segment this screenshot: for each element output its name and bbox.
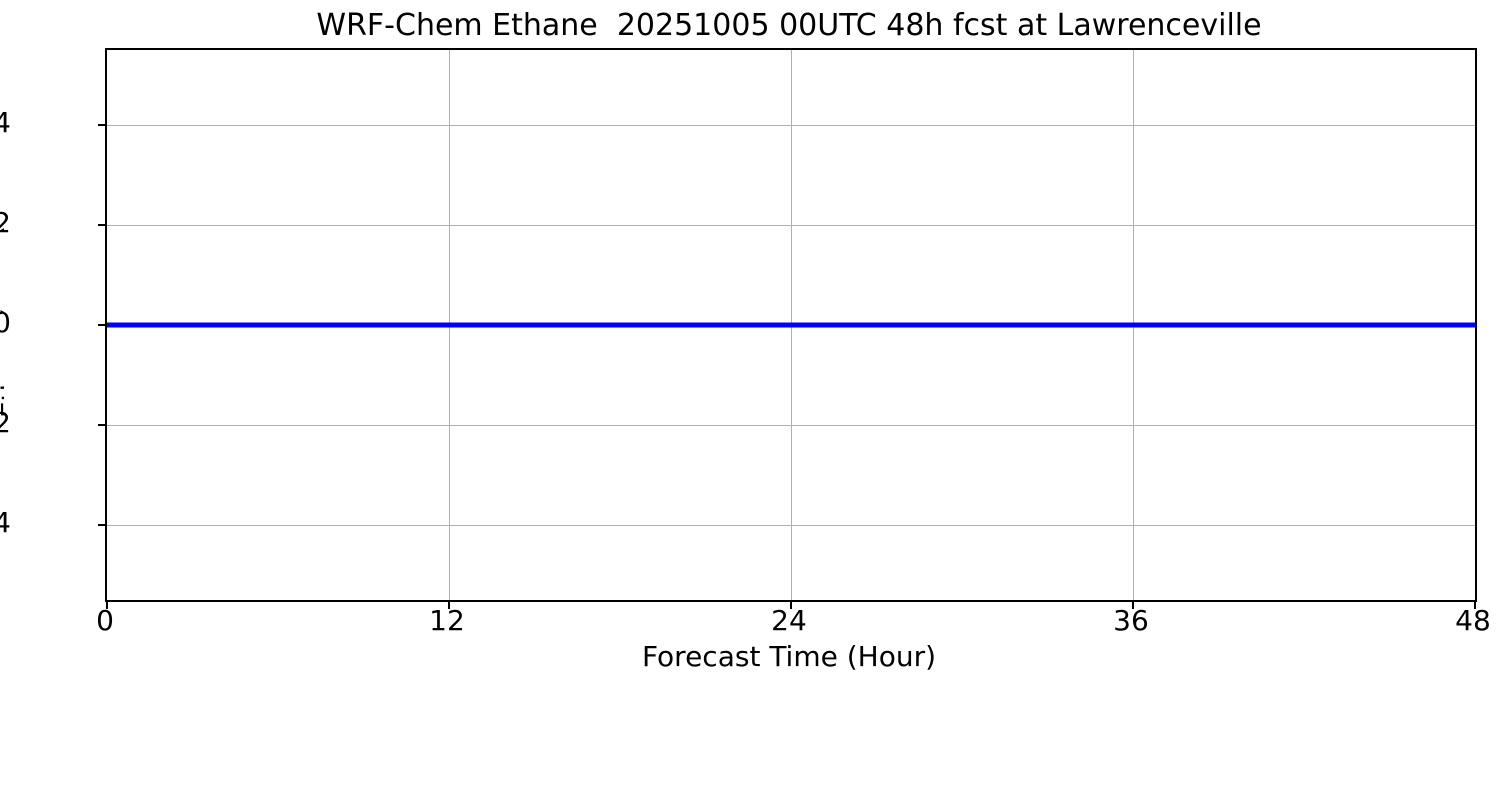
- x-axis-tick-label: 12: [429, 604, 465, 637]
- y-axis-tick: [98, 423, 107, 427]
- x-axis-tick: [1131, 600, 1135, 609]
- x-axis-tick: [789, 600, 793, 609]
- x-axis-tick-label: 48: [1455, 604, 1491, 637]
- x-axis-tick-label: 24: [771, 604, 807, 637]
- x-axis-label: Forecast Time (Hour): [641, 640, 937, 673]
- y-axis-tick-label: −0.02: [0, 406, 11, 439]
- chart-title: WRF-Chem Ethane 20251005 00UTC 48h fcst …: [316, 8, 1262, 43]
- y-axis-tick-label: −0.04: [0, 506, 11, 539]
- y-axis-tick-label: 0.02: [0, 206, 11, 239]
- x-axis-tick: [105, 600, 109, 609]
- y-axis-tick: [98, 223, 107, 227]
- y-axis-tick: [98, 123, 107, 127]
- x-axis-tick: [447, 600, 451, 609]
- y-axis-tick: [98, 323, 107, 327]
- series-ethane: [107, 322, 1475, 328]
- plot-inner: [107, 50, 1475, 600]
- y-axis-tick-label: 0.00: [0, 306, 11, 339]
- y-axis-tick-label: 0.04: [0, 106, 11, 139]
- plot-area: [98, 48, 1477, 609]
- x-axis-tick-label: 0: [96, 604, 114, 637]
- x-axis-tick: [1473, 600, 1477, 609]
- y-axis-tick: [98, 523, 107, 527]
- x-axis-tick-label: 36: [1113, 604, 1149, 637]
